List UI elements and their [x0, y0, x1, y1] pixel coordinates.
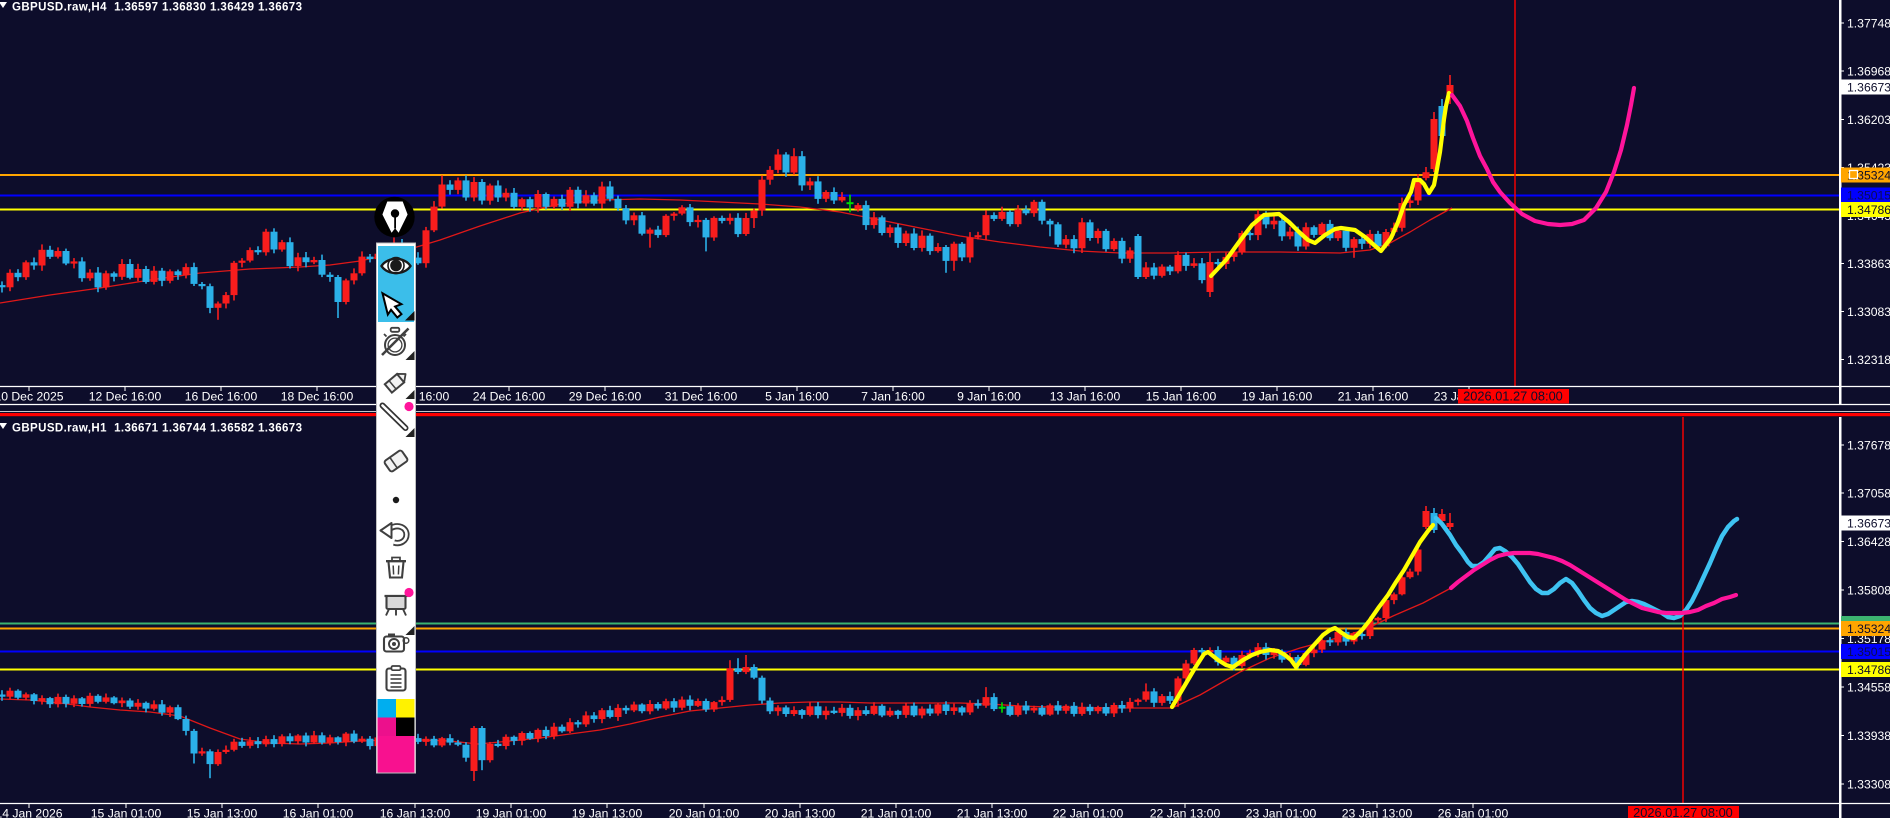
svg-text:19 Jan 16:00: 19 Jan 16:00	[1242, 390, 1313, 404]
svg-text:23 Jan 01:00: 23 Jan 01:00	[1246, 807, 1317, 818]
svg-text:20 Jan 01:00: 20 Jan 01:00	[669, 807, 740, 818]
svg-text:10 Dec 2025: 10 Dec 2025	[0, 390, 64, 404]
svg-text:1.35324: 1.35324	[1847, 622, 1890, 636]
svg-text:20 Jan 13:00: 20 Jan 13:00	[765, 807, 836, 818]
svg-text:31 Dec 16:00: 31 Dec 16:00	[665, 390, 738, 404]
svg-text:16 Dec 16:00: 16 Dec 16:00	[185, 390, 258, 404]
svg-text:2026.01.27 08:00: 2026.01.27 08:00	[1463, 389, 1563, 404]
svg-text:1.35808: 1.35808	[1847, 584, 1890, 598]
svg-text:22 Jan 13:00: 22 Jan 13:00	[1150, 807, 1221, 818]
svg-text:GBPUSD.raw,H1 1.36671 1.36744: GBPUSD.raw,H1 1.36671 1.36744 1.36582 1.…	[12, 423, 302, 435]
svg-text:1.37678: 1.37678	[1847, 439, 1890, 453]
svg-text:29 Dec 16:00: 29 Dec 16:00	[569, 390, 642, 404]
svg-text:14 Jan 2026: 14 Jan 2026	[0, 807, 63, 818]
svg-text:1.33938: 1.33938	[1847, 729, 1890, 743]
svg-text:2026.01.27 08:00: 2026.01.27 08:00	[1633, 805, 1733, 818]
svg-text:1.33863: 1.33863	[1847, 257, 1890, 271]
svg-text:22 Jan 01:00: 22 Jan 01:00	[1053, 807, 1124, 818]
svg-text:9 Jan 16:00: 9 Jan 16:00	[957, 390, 1021, 404]
svg-text:23 Jan 13:00: 23 Jan 13:00	[1342, 807, 1413, 818]
svg-text:16 Jan 13:00: 16 Jan 13:00	[380, 807, 451, 818]
svg-text:21 Jan 13:00: 21 Jan 13:00	[957, 807, 1028, 818]
svg-text:1.35015: 1.35015	[1847, 645, 1890, 659]
svg-text:1.32318: 1.32318	[1847, 353, 1890, 367]
svg-text:19 Jan 01:00: 19 Jan 01:00	[476, 807, 547, 818]
svg-text:15 Jan 01:00: 15 Jan 01:00	[91, 807, 162, 818]
svg-text:1.37748: 1.37748	[1847, 17, 1890, 31]
svg-text:1.34558: 1.34558	[1847, 681, 1890, 695]
svg-text:18 Dec 16:00: 18 Dec 16:00	[281, 390, 354, 404]
svg-text:16 Jan 01:00: 16 Jan 01:00	[283, 807, 354, 818]
svg-text:7 Jan 16:00: 7 Jan 16:00	[861, 390, 925, 404]
svg-text:21 Jan 01:00: 21 Jan 01:00	[861, 807, 932, 818]
svg-text:1.33083: 1.33083	[1847, 305, 1890, 319]
svg-text:1.33308: 1.33308	[1847, 778, 1890, 792]
svg-text:1.37058: 1.37058	[1847, 487, 1890, 501]
svg-text:19 Jan 13:00: 19 Jan 13:00	[572, 807, 643, 818]
svg-text:1.36673: 1.36673	[1847, 81, 1890, 95]
svg-text:5 Jan 16:00: 5 Jan 16:00	[765, 390, 829, 404]
svg-text:13 Jan 16:00: 13 Jan 16:00	[1050, 390, 1121, 404]
svg-text:1.34786: 1.34786	[1847, 663, 1890, 677]
svg-text:1.36673: 1.36673	[1847, 517, 1890, 531]
svg-text:1.35015: 1.35015	[1847, 189, 1890, 203]
svg-text:1.36428: 1.36428	[1847, 535, 1890, 549]
svg-text:GBPUSD.raw,H4 1.36597 1.36830: GBPUSD.raw,H4 1.36597 1.36830 1.36429 1.…	[12, 2, 302, 14]
svg-text:21 Jan 16:00: 21 Jan 16:00	[1338, 390, 1409, 404]
svg-text:26 Jan 01:00: 26 Jan 01:00	[1438, 807, 1509, 818]
svg-text:15 Jan 16:00: 15 Jan 16:00	[1146, 390, 1217, 404]
svg-text:1.36968: 1.36968	[1847, 65, 1890, 79]
svg-text:24 Dec 16:00: 24 Dec 16:00	[473, 390, 546, 404]
svg-text:12 Dec 16:00: 12 Dec 16:00	[89, 390, 162, 404]
svg-text:1.34786: 1.34786	[1847, 203, 1890, 217]
svg-text:1.36203: 1.36203	[1847, 113, 1890, 127]
svg-text:15 Jan 13:00: 15 Jan 13:00	[187, 807, 258, 818]
